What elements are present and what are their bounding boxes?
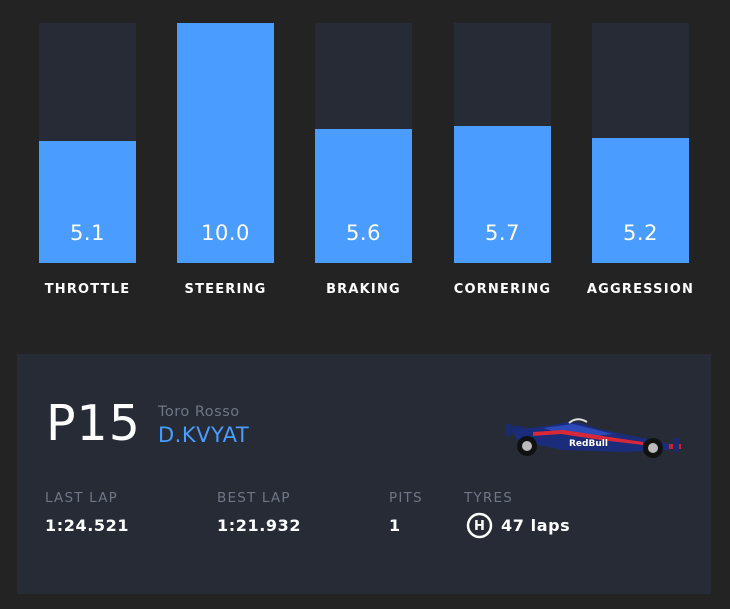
driver-name: D.KVYAT	[158, 423, 250, 447]
bar-track: 5.6	[315, 23, 412, 263]
bar-cornering: 5.7 CORNERING	[454, 23, 551, 297]
f1-car-icon: RedBull	[505, 418, 681, 458]
bar-track: 5.2	[592, 23, 689, 263]
bar-label: AGGRESSION	[586, 282, 695, 297]
bar-fill	[315, 128, 412, 263]
bar-fill	[454, 126, 551, 263]
tyre-laps: 47 laps	[501, 516, 571, 535]
driver-card: P15 Toro Rosso D.KVYAT RedBull LAST LAP …	[17, 354, 711, 594]
bar-value: 5.6	[346, 221, 381, 245]
bar-steering: 10.0 STEERING	[177, 23, 274, 297]
car-logo-text: RedBull	[569, 439, 608, 449]
bar-braking: 5.6 BRAKING	[315, 23, 412, 297]
bar-track: 5.7	[454, 23, 551, 263]
bar-value: 5.7	[485, 221, 520, 245]
tyres-label: TYRES	[464, 490, 513, 506]
bar-label: STEERING	[184, 282, 267, 297]
best-lap-value: 1:21.932	[217, 516, 302, 535]
team-name: Toro Rosso	[158, 404, 240, 420]
last-lap-label: LAST LAP	[45, 490, 118, 506]
best-lap-label: BEST LAP	[217, 490, 291, 506]
bar-label: BRAKING	[326, 282, 401, 297]
bar-label: CORNERING	[453, 282, 552, 297]
hard-tyre-icon: H	[466, 512, 493, 539]
bar-label: THROTTLE	[44, 282, 131, 297]
driver-ratings-chart: 5.1 THROTTLE 10.0 STEERING 5.6 BRAKING 5…	[39, 23, 693, 297]
pits-label: PITS	[389, 490, 423, 506]
race-position: P15	[46, 395, 141, 452]
bar-track: 10.0	[177, 23, 274, 263]
bar-aggression: 5.2 AGGRESSION	[587, 23, 693, 297]
bar-fill	[39, 140, 136, 263]
tyre-compound: H	[474, 519, 485, 534]
bar-value: 10.0	[201, 221, 250, 245]
bar-value: 5.1	[70, 221, 105, 245]
last-lap-value: 1:24.521	[45, 516, 130, 535]
bar-fill	[592, 138, 689, 263]
bar-track: 5.1	[39, 23, 136, 263]
bar-fill	[177, 23, 274, 263]
bar-value: 5.2	[623, 221, 658, 245]
pits-value: 1	[389, 516, 401, 535]
bar-throttle: 5.1 THROTTLE	[39, 23, 136, 297]
